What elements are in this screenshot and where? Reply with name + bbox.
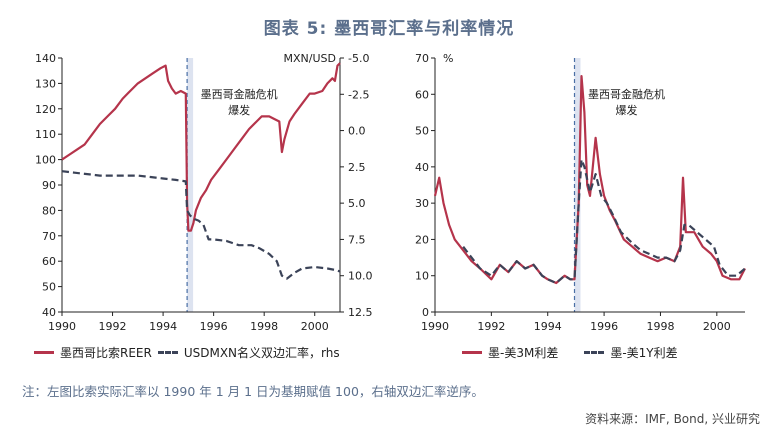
left-y-tick-label: 50 (42, 281, 56, 294)
left-y2-unit-label: MXN/USD (284, 52, 336, 65)
left-y-tick-label: 130 (35, 77, 56, 90)
left-x-tick-label: 1990 (48, 320, 76, 333)
left-y-tick-label: 110 (35, 128, 56, 141)
left-y-tick-label: 80 (42, 204, 56, 217)
right-y-tick-label: 40 (415, 161, 429, 174)
right-x-tick-label: 1998 (646, 320, 674, 333)
right-x-tick-label: 1996 (590, 320, 618, 333)
right-y-unit-label: % (443, 52, 453, 65)
left-y-tick-label: 60 (42, 255, 56, 268)
left-y2-tick-label: -2.5 (348, 88, 369, 101)
left-y-tick-label: 90 (42, 179, 56, 192)
right-crisis-shade (574, 58, 581, 312)
legend-label-usdmxn: USDMXN名义双边汇率，rhs (183, 346, 340, 360)
right-x-tick-label: 1994 (534, 320, 562, 333)
legend-label-reer: 墨西哥比索REER (60, 346, 152, 360)
right-annotation-line: 爆发 (616, 103, 638, 117)
right-x-tick-label: 2000 (703, 320, 731, 333)
source-line: 资料来源：IMF, Bond, 兴业研究 (585, 412, 760, 426)
left-y-tick-label: 100 (35, 154, 56, 167)
left-y2-tick-label: 7.5 (348, 233, 366, 246)
left-x-tick-label: 2000 (301, 320, 329, 333)
left-y2-tick-label: -5.0 (348, 52, 369, 65)
right-y-tick-label: 20 (415, 233, 429, 246)
left-annotation-line: 墨西哥金融危机 (201, 87, 278, 101)
right-annotation-line: 墨西哥金融危机 (588, 87, 665, 101)
left-y2-tick-label: 5.0 (348, 197, 366, 210)
right-series-1-line (462, 158, 746, 285)
left-y-tick-label: 40 (42, 306, 56, 319)
right-legend: 墨-美3M利差 墨-美1Y利差 (462, 344, 678, 361)
right-y-tick-label: 50 (415, 125, 429, 138)
left-y2-tick-label: 0.0 (348, 125, 366, 138)
right-y-tick-label: 60 (415, 88, 429, 101)
left-series-1-line (61, 170, 341, 280)
right-y-tick-label: 30 (415, 197, 429, 210)
left-x-tick-label: 1996 (200, 320, 228, 333)
legend-label-3m: 墨-美3M利差 (488, 346, 559, 360)
left-x-tick-label: 1998 (250, 320, 278, 333)
left-legend: 墨西哥比索REER USDMXN名义双边汇率，rhs (34, 344, 340, 361)
left-y2-tick-label: 10.0 (348, 270, 373, 283)
left-annotation-line: 爆发 (228, 103, 250, 117)
right-y-tick-label: 70 (415, 52, 429, 65)
left-y-tick-label: 140 (35, 52, 56, 65)
legend-label-1y: 墨-美1Y利差 (610, 346, 678, 360)
left-y-tick-label: 120 (35, 103, 56, 116)
legend-swatch-3m (462, 351, 482, 354)
right-y-tick-label: 0 (422, 306, 429, 319)
legend-swatch-usdmxn (157, 351, 178, 354)
page-title: 图表 5: 墨西哥汇率与利率情况 (263, 19, 515, 39)
legend-swatch-1y (584, 351, 605, 354)
right-series-0-line (433, 74, 746, 285)
left-x-tick-label: 1992 (99, 320, 127, 333)
footnote: 注：左图比索实际汇率以 1990 年 1 月 1 日为基期赋值 100，右轴双边… (22, 384, 484, 399)
left-x-tick-label: 1994 (149, 320, 177, 333)
left-y2-tick-label: 12.5 (348, 306, 373, 319)
left-series-0-line (61, 62, 341, 232)
right-x-tick-label: 1992 (477, 320, 505, 333)
left-crisis-shade (187, 58, 194, 312)
legend-swatch-reer (34, 351, 54, 354)
left-y-tick-label: 70 (42, 230, 56, 243)
left-y2-tick-label: 2.5 (348, 161, 366, 174)
right-x-tick-label: 1990 (421, 320, 449, 333)
right-y-tick-label: 10 (415, 270, 429, 283)
